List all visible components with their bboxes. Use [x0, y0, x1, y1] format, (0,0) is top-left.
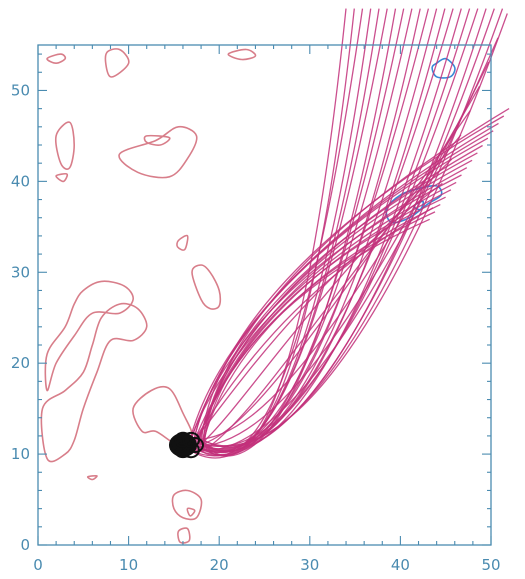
axes-layer: [37, 44, 492, 546]
x-tick-label-30: 30: [300, 556, 319, 574]
field-line-22: [189, 61, 490, 448]
red-contour-2: [118, 125, 198, 179]
red-contour-1: [40, 302, 148, 463]
field-line-43: [199, 115, 505, 450]
footpoint-loop-4: [174, 431, 193, 448]
field-line-14: [197, 8, 462, 456]
y-tick-label-50: 50: [11, 82, 30, 100]
red-contour-7: [191, 264, 222, 310]
footpoint-loop-5: [182, 431, 201, 448]
field-line-32: [201, 196, 446, 450]
field-line-42: [193, 122, 499, 442]
x-tick-label-50: 50: [481, 556, 500, 574]
field-lines-layer: [188, 8, 510, 459]
field-line-9: [189, 8, 421, 452]
red-contour-11: [177, 527, 191, 544]
field-line-20: [199, 13, 508, 447]
red-contour-15: [86, 474, 98, 481]
field-line-39: [197, 144, 483, 447]
field-line-21: [192, 37, 499, 452]
field-line-18: [201, 8, 495, 454]
red-contour-12: [104, 48, 130, 78]
red-contour-14: [227, 48, 257, 61]
y-tick-label-20: 20: [11, 354, 30, 372]
red-contour-4: [54, 121, 76, 170]
field-line-26: [200, 158, 453, 445]
footpoint-layer: [168, 431, 204, 459]
field-line-13: [202, 8, 454, 452]
tick-labels-layer: 0 10 20 30 40 50 0 10 20 30 40 50: [11, 82, 501, 575]
red-contour-5: [55, 173, 69, 183]
field-line-31: [202, 204, 441, 442]
y-tick-label-40: 40: [11, 172, 30, 190]
red-contour-10: [186, 507, 196, 517]
red-contour-3: [143, 134, 171, 146]
red-contour-13: [46, 53, 67, 65]
field-line-6: [203, 8, 397, 457]
y-tick-label-30: 30: [11, 263, 30, 281]
x-tick-label-20: 20: [210, 556, 229, 574]
x-tick-label-10: 10: [119, 556, 138, 574]
field-line-7: [201, 8, 405, 456]
red-contour-6: [176, 234, 189, 251]
plot-frame: [37, 44, 492, 546]
red-contour-9: [171, 489, 203, 521]
red-contour-0: [44, 280, 134, 392]
x-tick-label-40: 40: [391, 556, 410, 574]
y-tick-label-10: 10: [11, 445, 30, 463]
ticks-layer: [37, 45, 492, 546]
field-line-44: [203, 108, 510, 449]
contours-layer: [40, 48, 456, 544]
x-tick-label-0: 0: [33, 556, 43, 574]
blue-contour-16: [431, 57, 456, 79]
field-line-25: [203, 134, 462, 451]
y-tick-label-0: 0: [20, 536, 30, 554]
